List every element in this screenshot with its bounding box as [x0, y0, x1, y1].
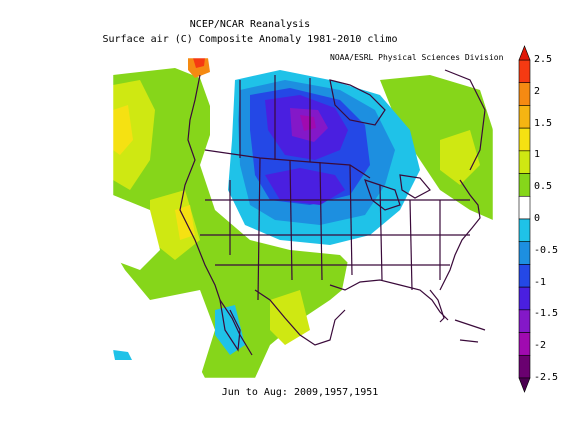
colorbar-max-arrow	[518, 45, 531, 61]
positive-anomaly-east	[380, 75, 493, 220]
colorbar-swatch	[518, 127, 531, 152]
colorbar-swatch	[518, 173, 531, 197]
colorbar-tick-label: 0.5	[534, 181, 553, 193]
colorbar-tick-label: -2.5	[534, 372, 559, 383]
colorbar-swatch	[518, 332, 531, 356]
colorbar-swatch	[518, 105, 531, 129]
map-title: NCEP/NCAR Reanalysis	[189, 19, 311, 30]
colorbar-tick-label: 0	[534, 213, 541, 224]
colorbar-swatch	[518, 218, 531, 243]
political-boundaries	[179, 69, 486, 356]
colorbar-tick-label: 1.5	[534, 117, 553, 129]
colorbar-tick-label: -1	[534, 276, 547, 288]
colorbar-swatch	[518, 241, 531, 265]
colorbar	[518, 45, 531, 393]
colorbar-tick-label: 1	[534, 149, 541, 161]
date-footer: Jun to Aug: 2009,1957,1951	[221, 387, 379, 398]
map-subtitle: Surface air (C) Composite Anomaly 1981-2…	[102, 34, 398, 45]
colorbar-tick-label: -2	[534, 340, 547, 352]
credit-text: NOAA/ESRL Physical Sciences Division	[330, 53, 504, 62]
colorbar-swatch	[518, 82, 531, 106]
colorbar-swatch	[518, 195, 531, 220]
colorbar-swatch	[518, 59, 531, 84]
colorbar-tick-label: 2	[534, 85, 541, 97]
colorbar-min-arrow	[518, 377, 531, 393]
colorbar-tick-label: 2.5	[534, 54, 553, 65]
colorbar-swatch	[518, 354, 531, 379]
colorbar-swatch	[518, 309, 531, 333]
colorbar-tick-label: -0.5	[534, 244, 559, 256]
colorbar-tick-label: -1.5	[534, 308, 559, 320]
colorbar-swatch	[518, 286, 531, 311]
colorbar-swatch	[518, 150, 531, 174]
colorbar-swatch	[518, 264, 531, 288]
